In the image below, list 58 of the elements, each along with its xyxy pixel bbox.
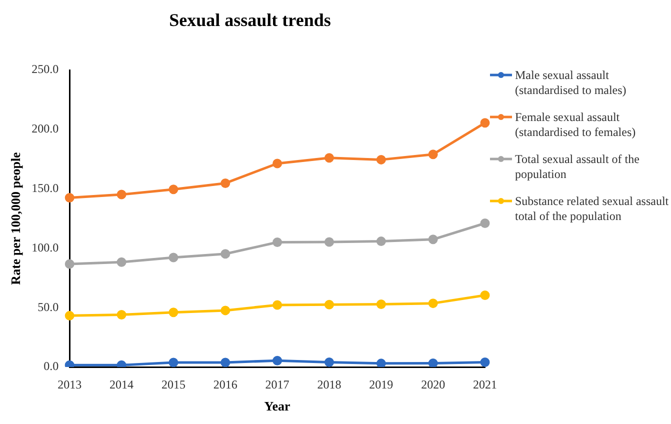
point [116,190,126,200]
point [220,306,230,316]
point [220,178,230,188]
x-tick-label: 2017 [265,377,290,392]
point [480,290,490,300]
point [272,356,282,366]
point [428,298,438,308]
point [272,238,282,248]
point [324,237,334,247]
point [168,358,178,367]
point [168,252,178,262]
x-tick-label: 2013 [58,377,82,392]
chart-title: Sexual assault trends [168,10,332,31]
point [480,218,490,228]
legend-label: Male sexual assault (standardised to males) [515,68,628,98]
x-tick-label: 2016 [213,377,238,392]
y-axis-title: Rate per 100,000 people [8,152,24,285]
y-tick-label: 200.0 [32,122,59,136]
point [428,234,438,244]
point [116,310,126,320]
point [64,310,74,320]
legend-label: Female sexual assault (standardised to females) [515,110,637,140]
x-axis-title: Year [264,398,291,414]
point [220,358,230,367]
legend-label: Substance related sexual assault total of the population [515,194,670,224]
point [64,192,74,202]
point [376,358,386,367]
legend-label: Total sexual assault of the population [515,152,640,182]
point [376,154,386,164]
point [168,184,178,194]
point [324,300,334,310]
x-tick-label: 2021 [473,377,497,392]
point [64,259,74,269]
y-tick-label: 50.0 [38,300,59,314]
point [116,360,126,367]
point [116,257,126,267]
point [324,153,334,163]
point [324,358,334,367]
y-tick-label: 100.0 [32,240,59,254]
point [480,358,490,367]
point [376,236,386,246]
x-tick-label: 2019 [369,377,394,392]
point [272,300,282,310]
point [428,358,438,367]
x-tick-label: 2014 [110,377,134,392]
x-tick-label: 2015 [161,377,186,392]
point [428,150,438,160]
y-tick-label: 150.0 [32,180,59,195]
point [376,300,386,310]
y-tick-label: 250.0 [32,62,59,76]
point [220,249,230,259]
x-tick-label: 2018 [317,377,342,392]
point [480,118,490,128]
point [168,308,178,318]
point [272,158,282,168]
y-tick-label: 0.0 [44,359,59,374]
point [64,360,74,367]
x-tick-label: 2020 [421,377,446,392]
